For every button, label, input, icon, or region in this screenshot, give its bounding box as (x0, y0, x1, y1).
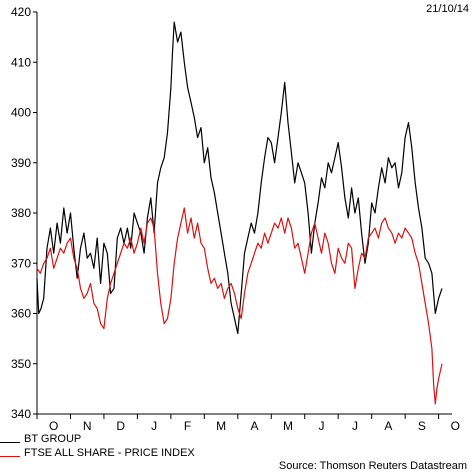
x-tick-label: F (184, 419, 191, 433)
x-tick-label: J (352, 419, 358, 433)
series-line-bt-group (36, 21, 443, 335)
y-axis: 340 350 360 370 380 390 400 410 420 (11, 5, 37, 421)
y-tick-label: 360 (11, 307, 31, 321)
source-note: Source: Thomson Reuters Datastream (278, 460, 467, 472)
y-tick-label: 370 (11, 256, 31, 270)
y-tick-label: 400 (11, 106, 31, 120)
x-tick-label: J (318, 419, 324, 433)
legend-item-bt-group: BT GROUP (0, 432, 81, 446)
x-tick-label: D (116, 419, 125, 433)
x-tick-label: S (418, 419, 426, 433)
y-tick-label: 410 (11, 55, 31, 69)
y-tick-label: 420 (11, 5, 31, 19)
x-tick-label: A (384, 419, 392, 433)
plot-frame (36, 12, 452, 415)
series-line-ftse (36, 207, 443, 405)
x-tick-label: M (283, 419, 293, 433)
y-tick-label: 390 (11, 156, 31, 170)
x-tick-label: N (83, 419, 92, 433)
legend-swatch-ftse (0, 455, 20, 457)
x-tick-label: M (216, 419, 226, 433)
y-tick-label: 380 (11, 206, 31, 220)
series-lines (36, 21, 443, 405)
legend-label-bt-group: BT GROUP (24, 433, 82, 445)
legend-swatch-bt-group (0, 441, 20, 443)
x-tick-label: J (151, 419, 157, 433)
y-tick-label: 350 (11, 357, 31, 371)
y-tick-label: 340 (11, 407, 31, 421)
x-tick-label: O (49, 419, 58, 433)
x-tick-label: O (451, 419, 460, 433)
legend-label-ftse: FTSE ALL SHARE - PRICE INDEX (24, 447, 195, 459)
chart-date: 21/10/14 (426, 3, 469, 15)
x-tick-label: A (251, 419, 259, 433)
legend-item-ftse: FTSE ALL SHARE - PRICE INDEX (0, 446, 195, 460)
